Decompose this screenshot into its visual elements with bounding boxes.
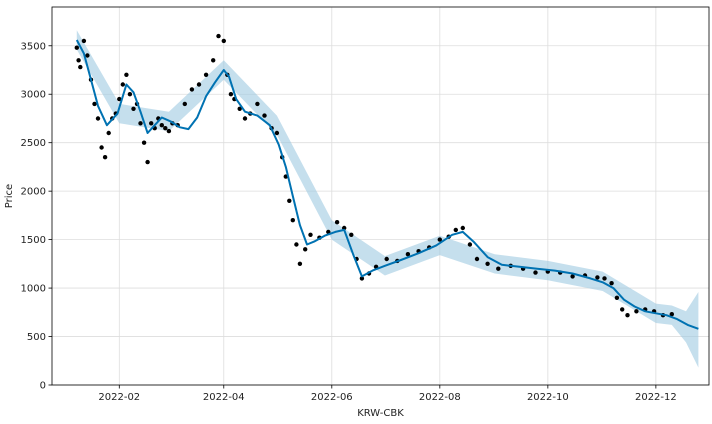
- observed-point: [255, 101, 260, 107]
- observed-point: [242, 116, 248, 121]
- observed-point: [211, 58, 216, 63]
- observed-point: [141, 140, 147, 145]
- x-tick-label: 2022-02: [98, 392, 140, 403]
- observed-point: [196, 82, 202, 87]
- y-tick-label: 500: [27, 332, 46, 343]
- observed-point: [533, 270, 538, 275]
- observed-points: [74, 33, 674, 318]
- plot-frame: [51, 6, 710, 386]
- observed-point: [127, 92, 133, 97]
- observed-point: [609, 281, 614, 286]
- observed-point: [106, 130, 111, 136]
- grid-lines: [52, 7, 709, 386]
- observed-point: [349, 232, 354, 237]
- forecast-line: [75, 39, 699, 330]
- y-axis-label: Price: [4, 184, 15, 208]
- observed-point: [189, 87, 195, 92]
- observed-point: [342, 225, 347, 231]
- observed-point: [182, 101, 187, 107]
- observed-point: [237, 106, 242, 112]
- observed-point: [117, 96, 122, 102]
- observed-point: [221, 38, 226, 44]
- x-tick-label: 2022-12: [635, 392, 677, 403]
- observed-point: [163, 126, 168, 131]
- observed-point: [95, 116, 101, 121]
- observed-point: [120, 82, 126, 87]
- y-tick-label: 2000: [21, 187, 46, 198]
- observed-point: [474, 256, 480, 262]
- observed-point: [216, 33, 221, 39]
- uncertainty-band: [76, 30, 699, 368]
- observed-point: [166, 128, 172, 134]
- observed-point: [262, 113, 267, 118]
- observed-point: [485, 261, 490, 266]
- y-tick-label: 2500: [21, 138, 46, 149]
- x-axis-label: KRW-CBK: [357, 408, 404, 419]
- observed-point: [437, 237, 442, 242]
- observed-point: [570, 274, 575, 279]
- observed-point: [149, 121, 154, 126]
- observed-point: [85, 53, 90, 58]
- x-axis-ticks: 2022-02 2022-04 2022-06 2022-08 2022-10 2022-…: [98, 385, 677, 403]
- observed-point: [602, 276, 607, 281]
- x-tick-label: 2022-08: [419, 392, 461, 403]
- observed-point: [297, 261, 303, 266]
- observed-point: [145, 159, 150, 165]
- observed-point: [290, 218, 295, 223]
- observed-point: [102, 155, 108, 160]
- y-axis-ticks: 0 500 1000 1500 2000 2500 3000 3500: [21, 41, 52, 392]
- y-tick-label: 3500: [21, 41, 46, 52]
- observed-point: [303, 247, 308, 252]
- observed-point: [334, 220, 340, 225]
- observed-point: [274, 130, 280, 136]
- observed-point: [294, 242, 299, 247]
- forecast-path: [75, 39, 699, 330]
- y-tick-label: 0: [40, 381, 46, 392]
- observed-point: [81, 38, 87, 44]
- observed-point: [78, 64, 83, 70]
- observed-point: [138, 121, 143, 126]
- observed-point: [669, 312, 674, 317]
- observed-point: [625, 313, 630, 318]
- observed-point: [384, 256, 389, 262]
- observed-point: [359, 276, 365, 281]
- observed-point: [595, 275, 600, 280]
- x-tick-label: 2022-10: [527, 392, 569, 403]
- y-tick-label: 1500: [21, 235, 46, 246]
- observed-point: [76, 58, 81, 63]
- observed-point: [614, 295, 620, 300]
- observed-point: [99, 145, 104, 150]
- observed-point: [453, 227, 458, 233]
- observed-point: [620, 307, 625, 312]
- observed-point: [496, 266, 501, 271]
- observed-point: [159, 123, 164, 128]
- y-tick-label: 3000: [21, 90, 46, 101]
- observed-point: [287, 198, 292, 203]
- observed-point: [124, 72, 129, 78]
- observed-point: [460, 225, 465, 231]
- observed-point: [203, 72, 209, 78]
- observed-point: [228, 92, 234, 97]
- observed-point: [634, 309, 639, 314]
- uncertainty-band-area: [76, 30, 699, 368]
- observed-point: [467, 242, 473, 247]
- observed-point: [308, 232, 313, 237]
- x-tick-label: 2022-04: [203, 392, 245, 403]
- observed-point: [74, 45, 80, 50]
- observed-point: [131, 106, 136, 112]
- observed-point: [92, 101, 97, 107]
- x-tick-label: 2022-06: [311, 392, 353, 403]
- observed-point: [405, 252, 411, 257]
- y-tick-label: 1000: [21, 284, 46, 295]
